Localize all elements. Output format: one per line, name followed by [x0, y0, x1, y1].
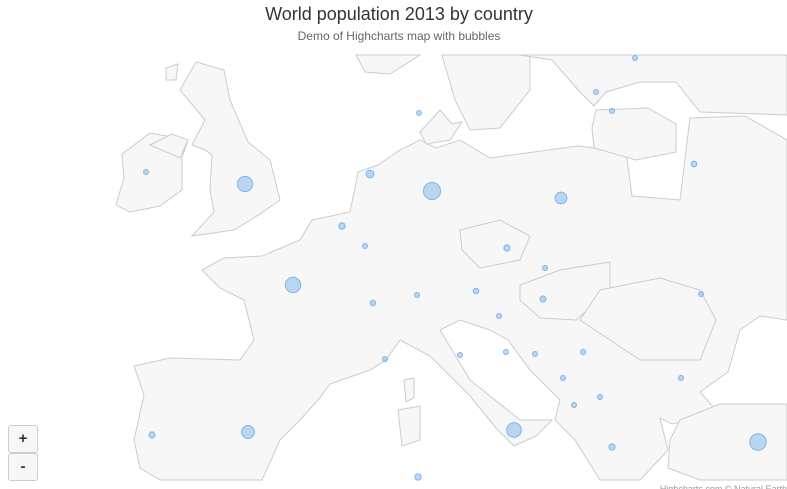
bubble[interactable] [532, 351, 538, 357]
country-shape [579, 277, 717, 361]
bubble[interactable] [457, 352, 463, 358]
bubble[interactable] [749, 433, 767, 451]
bubble[interactable] [539, 295, 547, 303]
bubble[interactable] [597, 394, 603, 400]
bubble[interactable] [236, 175, 254, 193]
bubble[interactable] [698, 291, 704, 297]
bubble[interactable] [422, 181, 442, 201]
country-shape [667, 403, 787, 481]
country-shape [179, 61, 281, 237]
country-shape [459, 219, 531, 269]
bubble[interactable] [241, 425, 255, 439]
country-shape [355, 54, 422, 75]
bubble[interactable] [382, 356, 388, 362]
country-shape [519, 54, 787, 116]
country-shape [403, 377, 415, 403]
map-title: World population 2013 by country [265, 4, 533, 24]
credits: Highcharts.com © Natural Earth [660, 484, 787, 489]
country-shape [133, 115, 787, 481]
bubble[interactable] [148, 431, 156, 439]
country-shape [591, 107, 677, 161]
bubble[interactable] [632, 55, 638, 61]
bubble[interactable] [690, 160, 698, 168]
country-shape [441, 54, 531, 131]
bubble[interactable] [143, 169, 149, 175]
country-shape [148, 133, 189, 159]
bubble[interactable] [369, 299, 377, 307]
bubble[interactable] [416, 110, 422, 116]
bubble[interactable] [496, 313, 502, 319]
country-shape [419, 109, 464, 145]
bubble[interactable] [338, 222, 346, 230]
bubble[interactable] [362, 243, 368, 249]
country-shape [397, 405, 421, 447]
bubble[interactable] [365, 169, 375, 179]
bubble[interactable] [414, 473, 422, 481]
bubble[interactable] [414, 292, 420, 298]
land [115, 54, 787, 481]
country-shape [165, 63, 179, 81]
bubble-layer [143, 55, 767, 481]
bubble[interactable] [571, 402, 577, 408]
bubble[interactable] [472, 287, 480, 295]
bubble[interactable] [677, 374, 685, 382]
zoom-in-button[interactable]: + [8, 425, 38, 453]
bubble[interactable] [542, 265, 548, 271]
zoom-out-button[interactable]: - [8, 453, 38, 481]
bubble[interactable] [608, 443, 616, 451]
bubble[interactable] [503, 349, 509, 355]
bubble[interactable] [560, 375, 566, 381]
bubble[interactable] [609, 108, 615, 114]
bubble[interactable] [554, 191, 568, 205]
map-subtitle: Demo of Highcharts map with bubbles [298, 29, 501, 43]
bubble[interactable] [503, 244, 511, 252]
bubble[interactable] [593, 89, 599, 95]
bubble[interactable] [579, 348, 587, 356]
bubble[interactable] [284, 276, 302, 294]
bubble[interactable] [506, 422, 522, 438]
